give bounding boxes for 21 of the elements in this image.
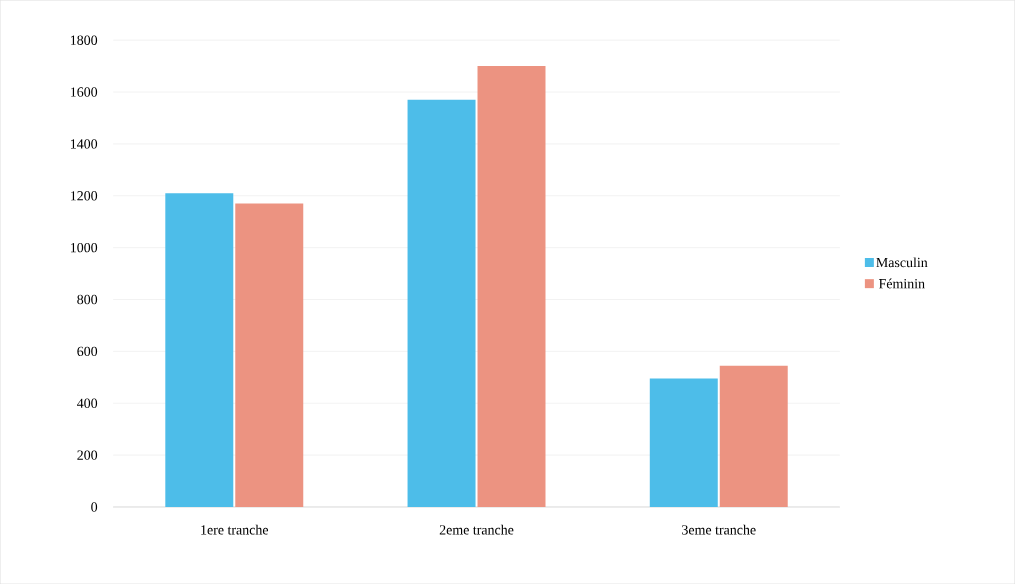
y-tick-label: 200 — [77, 450, 98, 460]
bar — [407, 99, 476, 507]
y-tick-label: 0 — [91, 502, 98, 512]
y-tick-label: 1800 — [70, 35, 98, 45]
y-tick-label: 400 — [77, 398, 98, 408]
bar — [235, 203, 304, 507]
y-tick-label: 1400 — [70, 139, 98, 149]
y-tick-label: 1200 — [70, 190, 98, 201]
y-tick-label: 600 — [77, 346, 98, 357]
x-tick-label: 3eme tranche — [682, 524, 756, 535]
bar — [477, 66, 546, 507]
x-tick-label: 2eme tranche — [439, 524, 514, 535]
y-tick-label: 1600 — [70, 87, 98, 97]
y-tick-label: 800 — [77, 294, 98, 305]
bar — [649, 378, 718, 507]
legend-label: Féminin — [878, 278, 925, 289]
y-tick-label: 1000 — [70, 242, 98, 253]
legend-label: Masculin — [876, 257, 928, 268]
bar — [719, 365, 788, 507]
x-tick-label: 1ere tranche — [201, 524, 269, 535]
bar — [165, 193, 234, 507]
